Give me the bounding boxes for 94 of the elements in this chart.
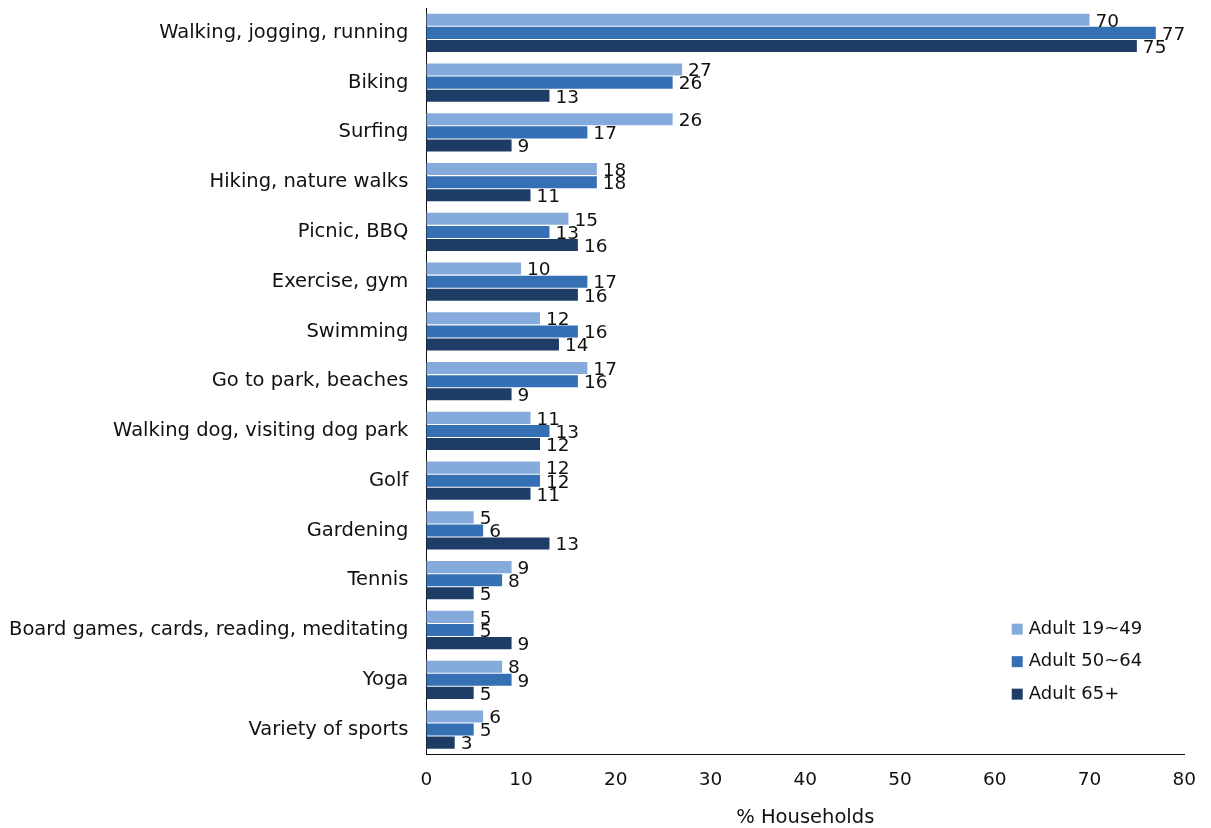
data-label: 11	[536, 185, 561, 207]
data-label: 13	[555, 533, 580, 555]
legend-label: Adult 19~49	[1028, 616, 1143, 638]
data-label: 8	[508, 570, 520, 592]
bar	[426, 710, 484, 723]
data-label: 12	[546, 308, 570, 330]
bar	[426, 623, 474, 637]
bar	[426, 13, 1090, 26]
data-label: 6	[489, 520, 501, 542]
bar	[426, 587, 474, 600]
data-label: 9	[517, 384, 530, 406]
y-tick-label: Walking dog, visiting dog park	[113, 418, 410, 442]
bar	[426, 424, 550, 437]
x-tick-label: 70	[1077, 768, 1102, 790]
bar	[426, 362, 588, 375]
bar	[426, 225, 550, 238]
legend-label: Adult 50~64	[1028, 649, 1143, 671]
y-tick-label: Go to park, beaches	[211, 368, 409, 392]
bar	[426, 288, 578, 301]
bar	[426, 461, 540, 474]
data-label: 5	[479, 719, 492, 741]
x-tick-label: 10	[509, 768, 533, 790]
data-label: 6	[489, 706, 501, 728]
bar	[426, 637, 512, 650]
bar	[426, 474, 540, 487]
y-tick-label: Surfing	[338, 119, 409, 143]
bar	[426, 511, 474, 524]
data-label: 10	[527, 258, 551, 280]
bar	[426, 176, 597, 189]
bar	[426, 89, 550, 102]
bar	[426, 487, 531, 500]
y-tick-label: Gardening	[306, 517, 409, 541]
bar	[426, 673, 512, 686]
bar	[426, 411, 531, 424]
x-tick-label: 80	[1172, 768, 1196, 790]
bar	[426, 76, 673, 89]
bar	[426, 312, 540, 325]
y-tick-label: Board games, cards, reading, meditating	[9, 617, 409, 641]
data-label: 17	[593, 122, 617, 144]
data-label: 26	[678, 109, 703, 131]
bar	[426, 275, 588, 288]
bar	[426, 524, 484, 537]
x-tick-label: 40	[793, 768, 818, 790]
bar	[426, 139, 512, 152]
bar	[426, 325, 578, 338]
y-tick-label: Picnic, BBQ	[297, 218, 409, 242]
bar	[426, 660, 503, 673]
legend-label: Adult 65+	[1028, 681, 1120, 703]
bar	[426, 26, 1156, 39]
bar	[426, 736, 455, 749]
data-label: 8	[508, 656, 520, 678]
x-tick-label: 30	[698, 768, 723, 790]
data-label: 3	[460, 732, 473, 754]
bar	[426, 610, 474, 623]
bar	[426, 723, 474, 736]
y-tick-label: Exercise, gym	[271, 268, 409, 292]
x-tick-label: 50	[888, 768, 912, 790]
bar	[426, 163, 597, 176]
bar	[426, 39, 1137, 53]
bar	[426, 126, 588, 139]
data-label: 13	[555, 85, 580, 107]
x-tick-label: 20	[604, 768, 628, 790]
y-tick-label: Tennis	[346, 567, 409, 591]
bar	[426, 574, 503, 587]
y-tick-label: Variety of sports	[248, 716, 409, 740]
bar	[426, 388, 512, 401]
data-label: 9	[517, 556, 530, 578]
data-label: 9	[517, 632, 530, 654]
x-tick-label: 60	[982, 768, 1007, 790]
bar	[426, 113, 673, 126]
y-tick-label: Hiking, nature walks	[209, 169, 409, 193]
y-tick-label: Yoga	[361, 666, 409, 690]
bar	[426, 63, 683, 76]
x-axis-title: % Households	[736, 805, 875, 828]
bar	[426, 262, 522, 275]
bar	[426, 537, 550, 550]
data-label: 5	[479, 682, 492, 704]
data-label: 16	[583, 234, 608, 256]
bar	[426, 338, 559, 351]
bar	[426, 239, 578, 252]
y-tick-label: Golf	[368, 467, 410, 491]
data-label: 5	[479, 583, 492, 605]
y-tick-label: Biking	[348, 69, 409, 93]
bar	[426, 189, 531, 202]
bar	[426, 212, 569, 225]
data-label: 70	[1095, 9, 1120, 31]
bar	[426, 686, 474, 699]
data-label: 9	[517, 135, 530, 157]
y-tick-label: Walking, jogging, running	[159, 19, 409, 43]
x-tick-label: 0	[420, 768, 433, 790]
bar	[426, 375, 578, 388]
bar	[426, 561, 512, 574]
bar	[426, 438, 540, 451]
y-tick-label: Swimming	[306, 318, 409, 342]
